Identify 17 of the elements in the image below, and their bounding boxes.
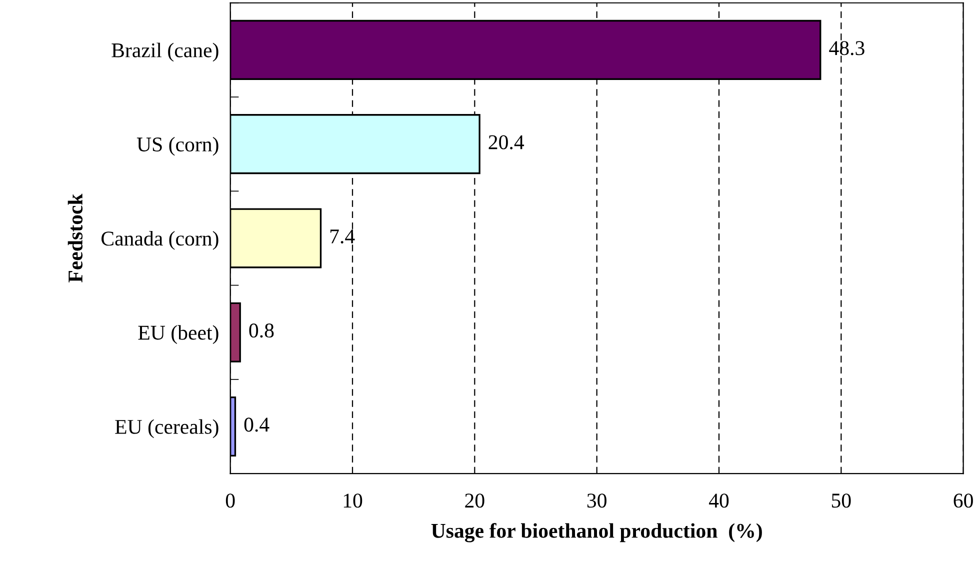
data-label: 20.4 xyxy=(488,135,524,150)
y-tick-label: Canada (corn) xyxy=(102,230,218,250)
x-tick-label: 30 xyxy=(587,494,606,508)
y-tick-label: US (corn) xyxy=(136,136,218,156)
x-tick-label: 40 xyxy=(708,494,729,508)
y-tick-label: EU (beet) xyxy=(138,325,218,344)
y-tick-label: Brazil (cane) xyxy=(112,42,218,62)
x-tick-label: 60 xyxy=(954,494,973,508)
x-tick-label: 0 xyxy=(226,494,235,508)
y-tick-label: EU (cereals) xyxy=(115,419,218,438)
x-axis-title: Usage for bioethanol production (%) xyxy=(431,523,762,542)
x-tick-label: 10 xyxy=(344,494,362,508)
x-tick-label: 50 xyxy=(832,494,851,508)
x-tick-label: 20 xyxy=(465,494,484,508)
data-label: 0.4 xyxy=(244,418,270,432)
data-label: 0.8 xyxy=(249,324,274,338)
y-axis-title: Feedstock xyxy=(68,194,83,282)
